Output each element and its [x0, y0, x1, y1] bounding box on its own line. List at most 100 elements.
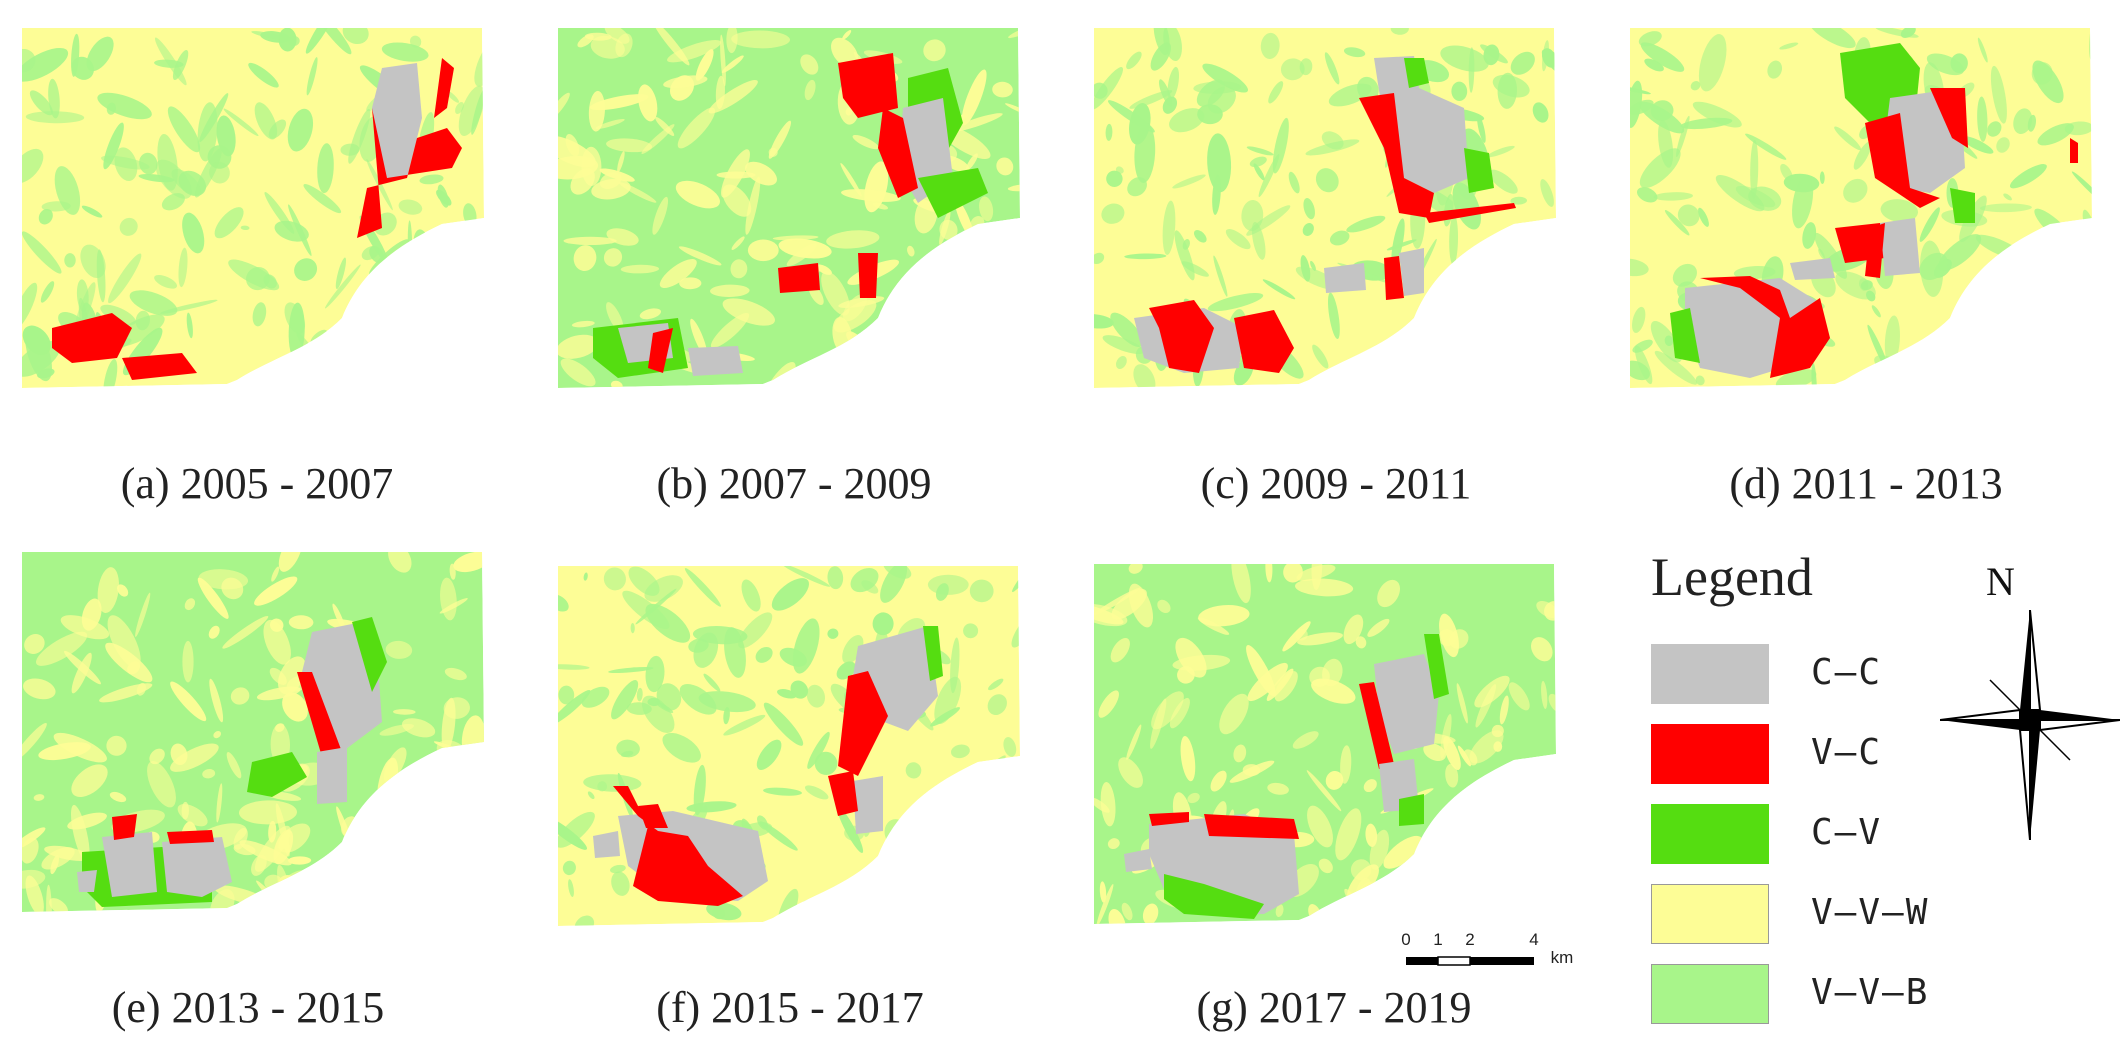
land-patch: [202, 769, 216, 779]
land-patch: [1247, 662, 1288, 702]
land-patch: [1094, 797, 1110, 813]
land-patch: [1355, 636, 1367, 649]
land-patch: [838, 296, 885, 308]
land-patch: [71, 652, 92, 694]
land-patch: [1115, 355, 1127, 370]
change-region: [778, 263, 820, 293]
land-patch: [966, 781, 981, 796]
land-patch: [920, 799, 934, 816]
land-patch: [779, 647, 807, 667]
land-patch: [1508, 682, 1530, 711]
land-patch: [560, 358, 596, 387]
change-region: [838, 53, 898, 118]
land-patch: [1884, 315, 1900, 366]
land-patch: [381, 42, 429, 62]
land-patch: [1207, 293, 1264, 312]
change-region: [1950, 188, 1975, 223]
map-d: [1630, 28, 2092, 388]
land-patch: [840, 162, 862, 197]
land-patch: [961, 270, 977, 287]
compass-rose-icon: [1940, 610, 2120, 840]
land-patch: [826, 230, 880, 249]
land-patch: [1952, 318, 1963, 378]
land-patch: [833, 300, 877, 333]
land-patch: [730, 259, 748, 279]
land-patch: [271, 566, 280, 582]
land-patch: [443, 697, 470, 719]
land-patch: [581, 686, 610, 708]
land-patch: [1382, 347, 1391, 356]
land-patch: [675, 180, 720, 209]
land-patch: [807, 731, 830, 769]
land-patch: [1630, 360, 1650, 381]
land-patch: [947, 308, 994, 334]
map-panel-e: [22, 552, 492, 912]
land-patch: [2068, 285, 2089, 299]
land-patch: [317, 143, 334, 194]
land-patch: [401, 718, 436, 738]
land-patch: [1489, 169, 1518, 194]
land-patch: [49, 898, 68, 912]
land-patch: [678, 246, 722, 266]
land-patch: [1099, 881, 1107, 903]
land-patch: [617, 151, 625, 173]
land-patch: [1299, 58, 1313, 76]
land-patch: [620, 264, 660, 274]
change-region: [1464, 148, 1494, 193]
land-patch: [1151, 691, 1184, 730]
land-patch: [610, 864, 626, 874]
change-region: [112, 814, 137, 840]
land-patch: [558, 816, 588, 850]
land-patch: [86, 36, 114, 72]
land-patch: [167, 106, 201, 153]
land-patch: [287, 108, 314, 152]
land-patch: [1632, 339, 1653, 353]
land-patch: [1495, 789, 1520, 804]
land-patch: [106, 735, 127, 756]
land-patch: [384, 840, 405, 872]
land-patch: [2064, 121, 2092, 136]
change-region: [1790, 258, 1835, 280]
land-patch: [970, 295, 1001, 323]
land-patch: [558, 664, 590, 670]
land-patch: [684, 568, 721, 607]
land-patch: [720, 34, 726, 87]
land-patch: [1251, 221, 1266, 260]
land-patch: [1106, 170, 1123, 188]
land-patch: [647, 697, 661, 707]
land-patch: [46, 884, 52, 912]
land-patch: [283, 879, 304, 901]
land-patch: [872, 612, 894, 636]
land-patch: [1241, 200, 1264, 231]
caption-a: (a) 2005 - 2007: [120, 459, 394, 508]
land-patch: [1653, 192, 1693, 201]
land-patch: [1445, 763, 1459, 788]
map-g: [1094, 564, 1556, 924]
land-patch: [882, 882, 921, 904]
land-patch: [1819, 171, 1825, 184]
land-patch: [1423, 299, 1433, 338]
map-panel-f: [558, 566, 1028, 926]
land-patch: [841, 189, 901, 202]
land-patch: [379, 724, 414, 736]
land-patch: [342, 28, 369, 45]
land-patch: [872, 202, 888, 210]
land-patch: [1007, 183, 1020, 192]
land-patch: [836, 661, 856, 680]
land-patch: [80, 244, 106, 279]
land-patch: [558, 135, 596, 168]
land-patch: [1350, 859, 1372, 881]
land-patch: [1843, 178, 1868, 203]
change-region: [1670, 308, 1700, 363]
land-patch: [1436, 847, 1452, 864]
land-patch: [966, 153, 978, 171]
change-region: [167, 830, 214, 844]
land-patch: [1676, 115, 1690, 158]
change-region: [1404, 58, 1429, 88]
land-patch: [100, 304, 136, 326]
land-patch: [961, 69, 987, 126]
land-patch: [831, 37, 859, 68]
land-patch: [1990, 65, 2007, 124]
land-patch: [107, 615, 141, 669]
land-patch: [606, 138, 653, 153]
